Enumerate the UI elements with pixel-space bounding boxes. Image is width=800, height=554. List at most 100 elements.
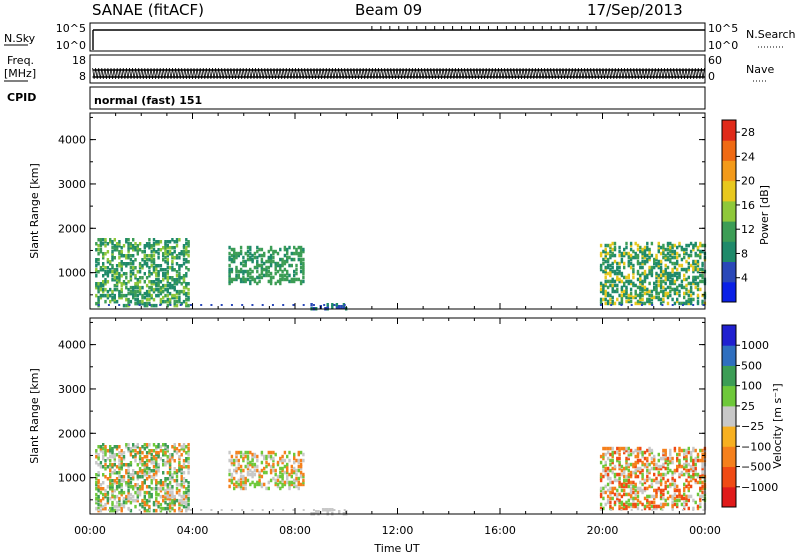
range-gate-cell [299, 450, 303, 455]
range-gate-cell [283, 482, 287, 487]
range-gate-cell [263, 456, 266, 461]
range-gate-cell [166, 457, 169, 461]
colorbar-tick-label: −500 [741, 461, 771, 474]
range-gate-cell [279, 247, 282, 252]
range-gate-cell [115, 244, 119, 248]
range-gate-cell [164, 283, 167, 288]
range-gate-cell [185, 301, 188, 306]
range-gate-cell [689, 263, 693, 268]
range-gate-cell [138, 264, 142, 268]
range-gate-cell [646, 458, 649, 463]
range-gate-cell [618, 448, 621, 453]
range-gate-cell [692, 506, 695, 511]
range-gate-cell [279, 265, 282, 270]
range-gate-cell [187, 287, 190, 292]
nsky-frame [89, 22, 706, 52]
range-gate-cell [164, 274, 167, 278]
colorbar-tick-label: 4 [741, 272, 748, 285]
range-gate-cell [620, 488, 624, 493]
range-gate-cell [164, 272, 167, 276]
range-gate-cell [168, 266, 172, 270]
range-gate-cell [97, 295, 100, 300]
range-gate-cell [256, 468, 259, 473]
range-gate-cell [235, 253, 238, 258]
range-gate-cell [699, 504, 702, 509]
range-gate-cell [653, 281, 656, 286]
range-gate-cell [609, 283, 612, 288]
range-gate-cell [152, 254, 156, 258]
range-gate-cell [664, 255, 667, 260]
range-gate-cell [666, 458, 670, 463]
range-gate-cell [132, 285, 135, 290]
range-gate-cell [145, 445, 149, 449]
range-gate-cell [666, 243, 670, 248]
range-gate-cell [295, 263, 298, 268]
range-gate-cell [689, 474, 693, 479]
range-gate-cell [168, 246, 172, 250]
range-gate-cell [290, 480, 293, 485]
range-gate-cell [627, 452, 630, 457]
range-gate-cell [636, 506, 640, 511]
range-gate-cell [134, 504, 137, 509]
range-gate-cell [678, 464, 681, 469]
range-gate-cell [636, 502, 640, 507]
range-gate-cell [281, 269, 284, 274]
range-gate-cell [132, 246, 135, 250]
ground-scatter-cell [118, 509, 121, 511]
range-gate-cell [680, 257, 684, 262]
range-gate-cell [256, 255, 259, 260]
range-gate-cell [150, 475, 153, 479]
range-gate-cell [104, 451, 107, 455]
range-gate-cell [604, 253, 607, 258]
range-gate-cell [611, 251, 614, 256]
range-gate-cell [613, 259, 617, 264]
range-gate-cell [636, 474, 640, 479]
range-gate-cell [655, 494, 658, 499]
range-gate-cell [293, 245, 296, 250]
range-gate-cell [692, 279, 695, 284]
range-gate-cell [235, 273, 238, 278]
range-gate-cell [650, 273, 654, 278]
range-gate-cell [120, 483, 123, 487]
range-gate-cell [246, 472, 250, 477]
range-gate-cell [599, 486, 603, 491]
range-gate-cell [659, 279, 663, 284]
range-gate-cell [145, 262, 149, 266]
range-gate-cell [187, 465, 190, 469]
range-gate-cell [187, 457, 190, 461]
range-gate-cell [159, 481, 163, 485]
range-gate-cell [157, 451, 160, 455]
range-gate-cell [641, 283, 644, 288]
range-gate-cell [662, 462, 665, 467]
range-gate-cell [636, 277, 640, 282]
range-gate-cell [687, 486, 690, 491]
range-gate-cell [249, 462, 252, 467]
range-gate-cell [641, 287, 644, 292]
range-gate-cell [694, 251, 697, 256]
range-gate-cell [326, 508, 329, 512]
range-gate-cell [669, 448, 672, 453]
range-gate-cell [155, 483, 158, 487]
range-gate-cell [242, 474, 245, 479]
range-gate-cell [120, 506, 123, 511]
range-gate-cell [171, 490, 174, 495]
range-gate-cell [676, 255, 679, 260]
range-gate-cell [246, 466, 250, 471]
range-gate-cell [106, 465, 110, 469]
nsearch-label: N.Search [746, 28, 796, 41]
y-tick-label: 3000 [58, 178, 86, 191]
range-gate-cell [639, 301, 642, 306]
range-gate-cell [618, 462, 621, 467]
range-gate-cell [678, 289, 681, 294]
range-gate-cell [629, 243, 633, 248]
range-gate-cell [604, 281, 607, 286]
range-gate-cell [664, 291, 667, 296]
range-gate-cell [138, 289, 142, 294]
range-gate-cell [611, 261, 614, 266]
range-gate-cell [643, 249, 647, 254]
range-gate-cell [650, 460, 654, 465]
range-gate-cell [664, 287, 667, 292]
range-gate-cell [331, 305, 334, 309]
range-gate-cell [162, 299, 165, 304]
ground-scatter-cell [271, 304, 274, 306]
